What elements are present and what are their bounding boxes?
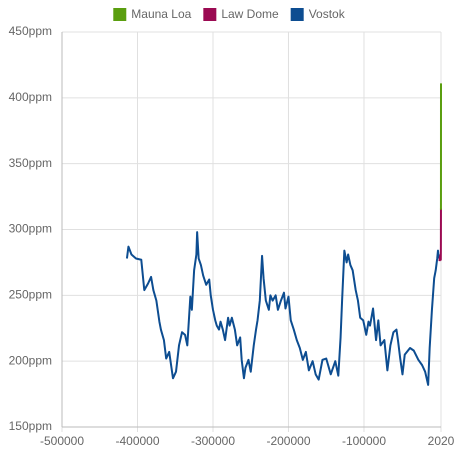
x-tick-label: -100000 [342,434,386,448]
x-tick-label: -500000 [40,434,84,448]
y-tick-label: 250ppm [9,288,52,302]
y-tick-label: 300ppm [9,222,52,236]
legend-label: Vostok [309,7,346,21]
x-tick-label: -300000 [191,434,235,448]
x-tick-label: -400000 [115,434,159,448]
legend-swatch [290,8,304,21]
y-tick-label: 400ppm [9,90,52,104]
series-line [438,208,442,262]
y-tick-label: 450ppm [9,24,52,38]
y-tick-label: 200ppm [9,353,52,367]
legend-swatch [113,8,127,21]
x-tick-label: 2020 [428,434,455,448]
legend-swatch [203,8,217,21]
series-line [125,231,440,386]
legend-label: Law Dome [221,7,279,21]
legend-label: Mauna Loa [131,7,191,21]
y-tick-label: 350ppm [9,156,52,170]
y-tick-label: 150ppm [9,419,52,433]
x-tick-label: -200000 [266,434,310,448]
